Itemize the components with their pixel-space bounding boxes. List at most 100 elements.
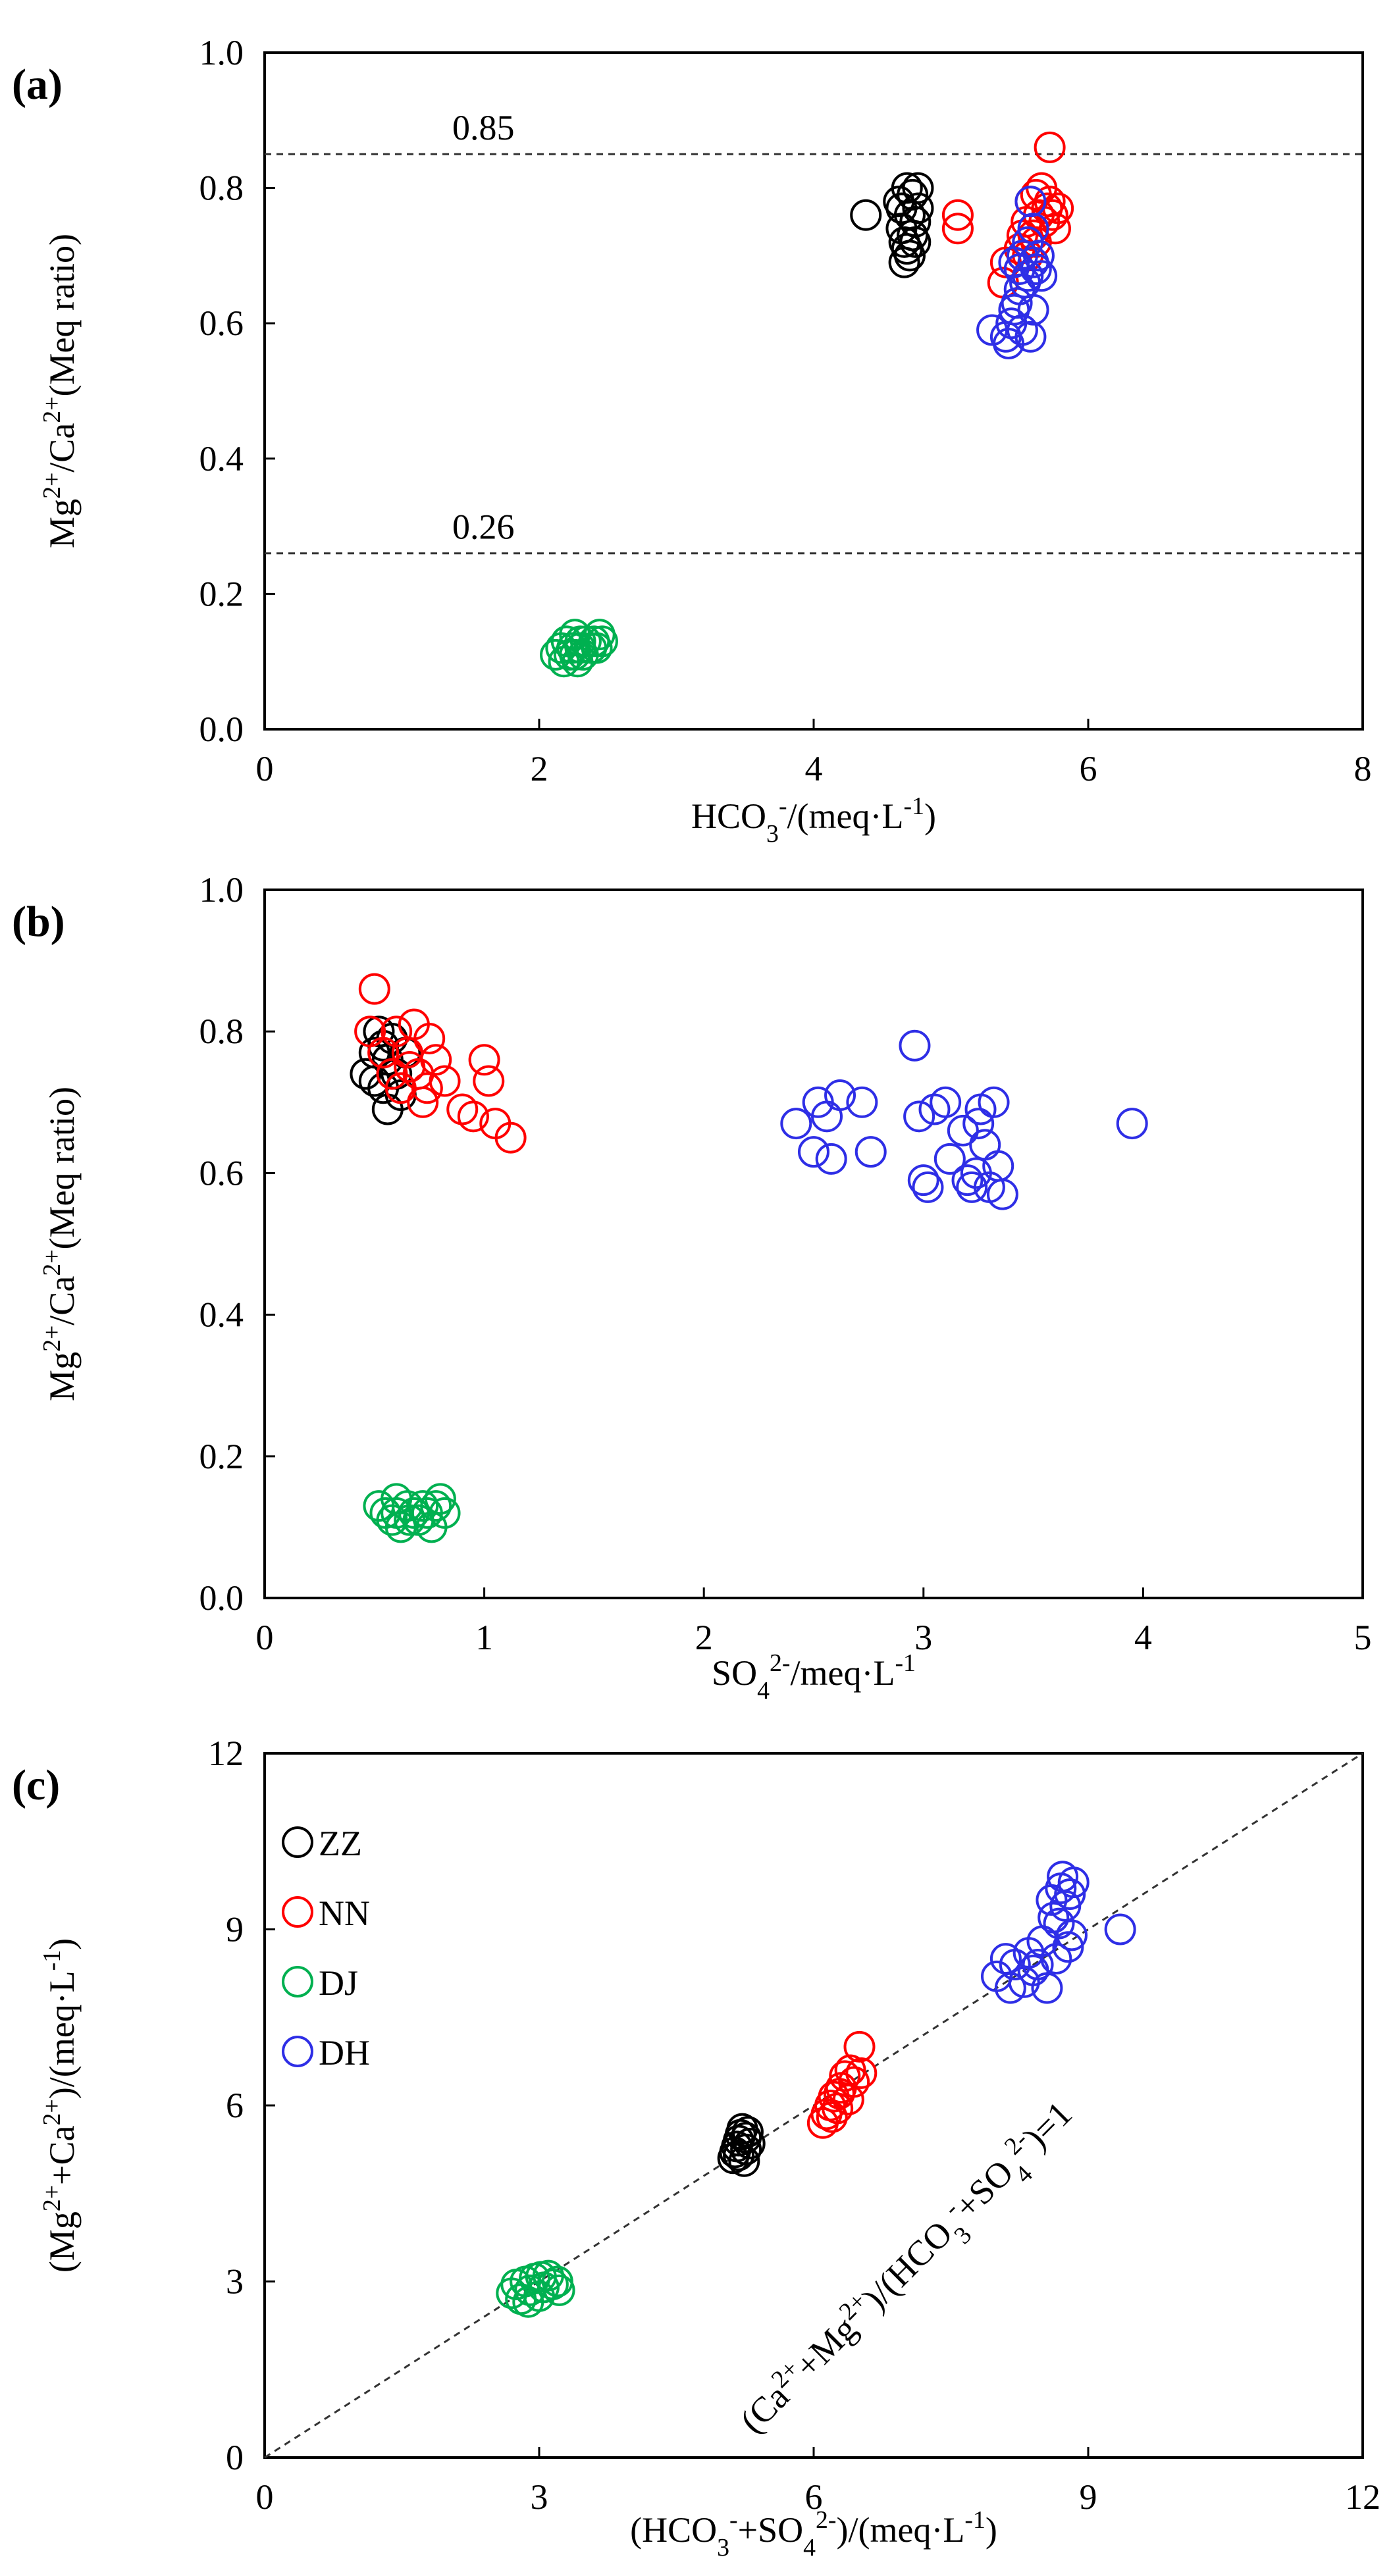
x-tick-label: 2	[695, 1618, 713, 1657]
y-tick-label: 6	[226, 2086, 244, 2125]
point-nn	[411, 1072, 443, 1104]
point-dh	[815, 1143, 847, 1175]
point-dh	[1055, 1919, 1088, 1951]
legend-label: NN	[319, 1893, 370, 1933]
point-dh	[956, 1171, 988, 1203]
point-dh	[1017, 213, 1049, 245]
x-tick-label: 0	[256, 2477, 274, 2517]
y-tick-label: 0.8	[199, 168, 244, 208]
point-dj	[512, 2286, 544, 2318]
y-tick-label: 0.6	[199, 1153, 244, 1193]
point-dh	[1014, 321, 1047, 353]
point-zz	[885, 192, 918, 224]
x-tick-label: 9	[1080, 2477, 1097, 2517]
point-dh	[978, 1086, 1010, 1118]
point-dh	[994, 1972, 1026, 2004]
panel-label: (b)	[12, 898, 65, 946]
legend-marker-dh	[282, 2036, 313, 2067]
point-dh	[846, 1086, 878, 1118]
point-dh	[798, 1136, 829, 1168]
point-dj	[586, 625, 618, 657]
point-dh	[854, 1136, 887, 1168]
reference-line-label: 0.26	[452, 507, 515, 547]
x-axis-title: SO42-/meq·L-1	[712, 1649, 916, 1705]
point-dh	[1006, 314, 1038, 346]
point-nn	[829, 2060, 861, 2092]
y-tick-label: 0.0	[199, 1578, 244, 1618]
point-dh	[962, 1108, 995, 1140]
point-dh	[824, 1079, 856, 1112]
x-tick-label: 8	[1354, 749, 1372, 788]
point-dh	[951, 1164, 984, 1197]
point-nn	[429, 1065, 461, 1097]
y-tick-label: 0.4	[199, 439, 244, 478]
point-nn	[941, 213, 974, 245]
point-nn	[457, 1100, 489, 1133]
point-nn	[413, 1022, 446, 1054]
y-tick-label: 0	[226, 2438, 244, 2477]
point-dh	[907, 1164, 939, 1197]
legend-marker-nn	[282, 1896, 313, 1928]
point-dh	[969, 1129, 1001, 1161]
point-dh	[899, 1029, 931, 1062]
point-nn	[1034, 131, 1066, 163]
point-nn	[394, 1051, 426, 1083]
point-zz	[733, 2127, 766, 2159]
point-zz	[891, 172, 923, 204]
panel-label: (c)	[12, 1761, 60, 1809]
point-dh	[1057, 1867, 1090, 1899]
point-nn	[468, 1044, 500, 1076]
y-tick-label: 0.8	[199, 1012, 244, 1051]
x-tick-label: 3	[914, 1618, 932, 1657]
one-to-one-label: (Ca2++Mg2+)/(HCO3-+SO42-)=1	[729, 2091, 1088, 2449]
point-dh	[930, 1086, 962, 1118]
point-dh	[960, 1157, 992, 1189]
point-dh	[1022, 1949, 1054, 1980]
point-dh	[986, 1178, 1018, 1210]
point-dh	[1040, 1943, 1072, 1975]
point-zz	[902, 192, 934, 224]
point-dh	[1038, 1901, 1070, 1934]
x-tick-label: 2	[531, 749, 548, 788]
point-nn	[473, 1065, 505, 1097]
point-dh	[1026, 260, 1058, 292]
point-dh	[912, 1171, 944, 1203]
y-tick-label: 3	[226, 2262, 244, 2302]
x-tick-label: 12	[1345, 2477, 1380, 2517]
point-nn	[941, 199, 974, 231]
point-nn	[381, 1016, 413, 1048]
point-dh	[998, 246, 1030, 278]
x-axis-title: (HCO3-+SO42-)/(meq·L-1)	[630, 2506, 997, 2562]
point-dh	[1104, 1913, 1136, 1945]
panel-c: (c) 0 3 6 9 12 0 3 6 9 12 (HCO3-+SO42-)/(meq·L-1) (M…	[12, 1734, 1380, 2562]
point-nn	[494, 1121, 527, 1154]
point-nn	[845, 2057, 878, 2089]
point-dh	[1014, 186, 1047, 218]
point-zz	[850, 199, 882, 231]
point-dj	[581, 632, 613, 664]
y-axis-title: Mg2+/Ca2+(Meq ratio)	[38, 1087, 82, 1401]
point-zz	[730, 2133, 762, 2165]
point-dj	[429, 1497, 461, 1529]
y-tick-label: 0.4	[199, 1295, 244, 1335]
point-dj	[525, 2261, 557, 2293]
y-axis-title: Mg2+/Ca2+(Meq ratio)	[38, 234, 82, 548]
panel-b: (b) 0 1 2 3 4 5 0.0 0.2 0.4 0.6 0.8 1.0 SO42-/meq·L-1…	[12, 870, 1372, 1705]
point-dh	[1052, 1931, 1084, 1963]
point-dh	[1020, 253, 1052, 285]
x-tick-label: 0	[256, 749, 274, 788]
x-axis-title: HCO3-/(meq·L-1)	[691, 792, 936, 848]
point-zz	[891, 233, 923, 265]
reference-line-label: 0.85	[452, 108, 515, 147]
point-dj	[420, 1490, 452, 1522]
point-zz	[731, 2116, 764, 2148]
x-tick-label: 4	[1134, 1618, 1152, 1657]
y-tick-label: 12	[208, 1734, 244, 1773]
x-tick-label: 6	[805, 2477, 823, 2517]
y-tick-label: 0.0	[199, 709, 244, 749]
point-nn	[822, 2092, 854, 2125]
point-dj	[564, 625, 596, 657]
point-nn	[843, 2030, 876, 2063]
y-tick-label: 1.0	[199, 870, 244, 910]
